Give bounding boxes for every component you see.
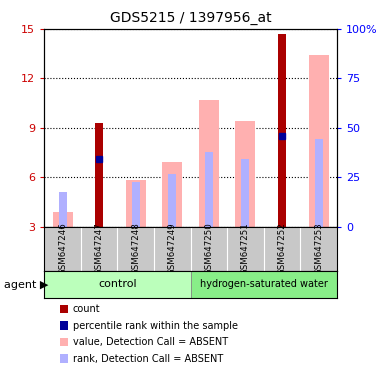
Text: count: count [73,304,100,314]
Bar [59,192,67,227]
Text: agent ▶: agent ▶ [4,280,48,290]
Bar [44,271,191,298]
Title: GDS5215 / 1397956_at: GDS5215 / 1397956_at [110,11,271,25]
Text: control: control [98,279,137,289]
Bar [205,152,213,227]
Bar [191,271,337,298]
Bar [315,139,323,227]
Text: GSM647246: GSM647246 [58,222,67,275]
Text: GSM647249: GSM647249 [168,222,177,275]
Bar [241,159,249,227]
Text: GSM647253: GSM647253 [314,222,323,275]
Bar [52,212,73,227]
Bar [308,55,329,227]
Bar [132,182,140,227]
Text: GSM647247: GSM647247 [95,222,104,275]
Bar [162,162,182,227]
Bar [95,123,103,227]
Text: GSM647248: GSM647248 [131,222,140,275]
Text: percentile rank within the sample: percentile rank within the sample [73,321,238,331]
Text: GSM647250: GSM647250 [204,222,213,275]
Bar [126,180,146,227]
Text: hydrogen-saturated water: hydrogen-saturated water [200,279,328,289]
Bar [168,174,176,227]
Text: GSM647251: GSM647251 [241,222,250,275]
Bar [278,34,286,227]
Bar [235,121,256,227]
Text: value, Detection Call = ABSENT: value, Detection Call = ABSENT [73,337,228,347]
Text: rank, Detection Call = ABSENT: rank, Detection Call = ABSENT [73,354,223,364]
Bar [199,100,219,227]
Text: GSM647252: GSM647252 [278,222,286,275]
